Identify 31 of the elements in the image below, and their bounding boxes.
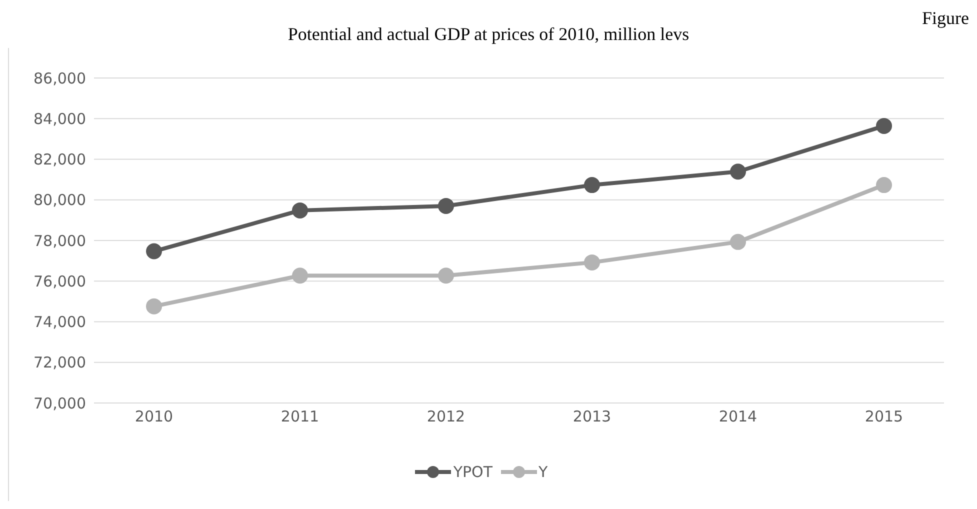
y-tick-label: 78,000 [34,232,86,250]
y-tick-label: 74,000 [34,313,86,332]
point [292,268,308,284]
point [876,118,892,134]
chart-title: Potential and actual GDP at prices of 2010, million levs [288,24,690,44]
point [438,198,454,214]
legend-label: Y [538,463,548,481]
point [438,268,454,284]
point [876,177,892,194]
point [730,164,746,180]
x-tick-label: 2014 [718,408,758,426]
point [146,298,162,314]
y-tick-label: 86,000 [34,69,86,88]
x-tick-label: 2010 [134,408,174,426]
legend-label: YPOT [453,463,492,481]
y-tick-label: 80,000 [34,191,86,210]
point [584,254,600,270]
point [292,202,308,218]
x-tick-label: 2015 [864,408,904,426]
y-tick-label: 70,000 [34,394,86,412]
x-tick-label: 2011 [280,408,320,426]
y-tick-label: 84,000 [34,110,86,128]
x-tick-label: 2013 [572,408,612,426]
y-tick-label: 82,000 [34,150,86,169]
point [730,234,746,250]
y-tick-label: 72,000 [34,354,86,372]
text: Figure [922,8,969,28]
y-tick-label: 76,000 [34,272,86,290]
point [146,243,162,260]
point [584,177,600,194]
x-tick-label: 2012 [426,408,466,426]
